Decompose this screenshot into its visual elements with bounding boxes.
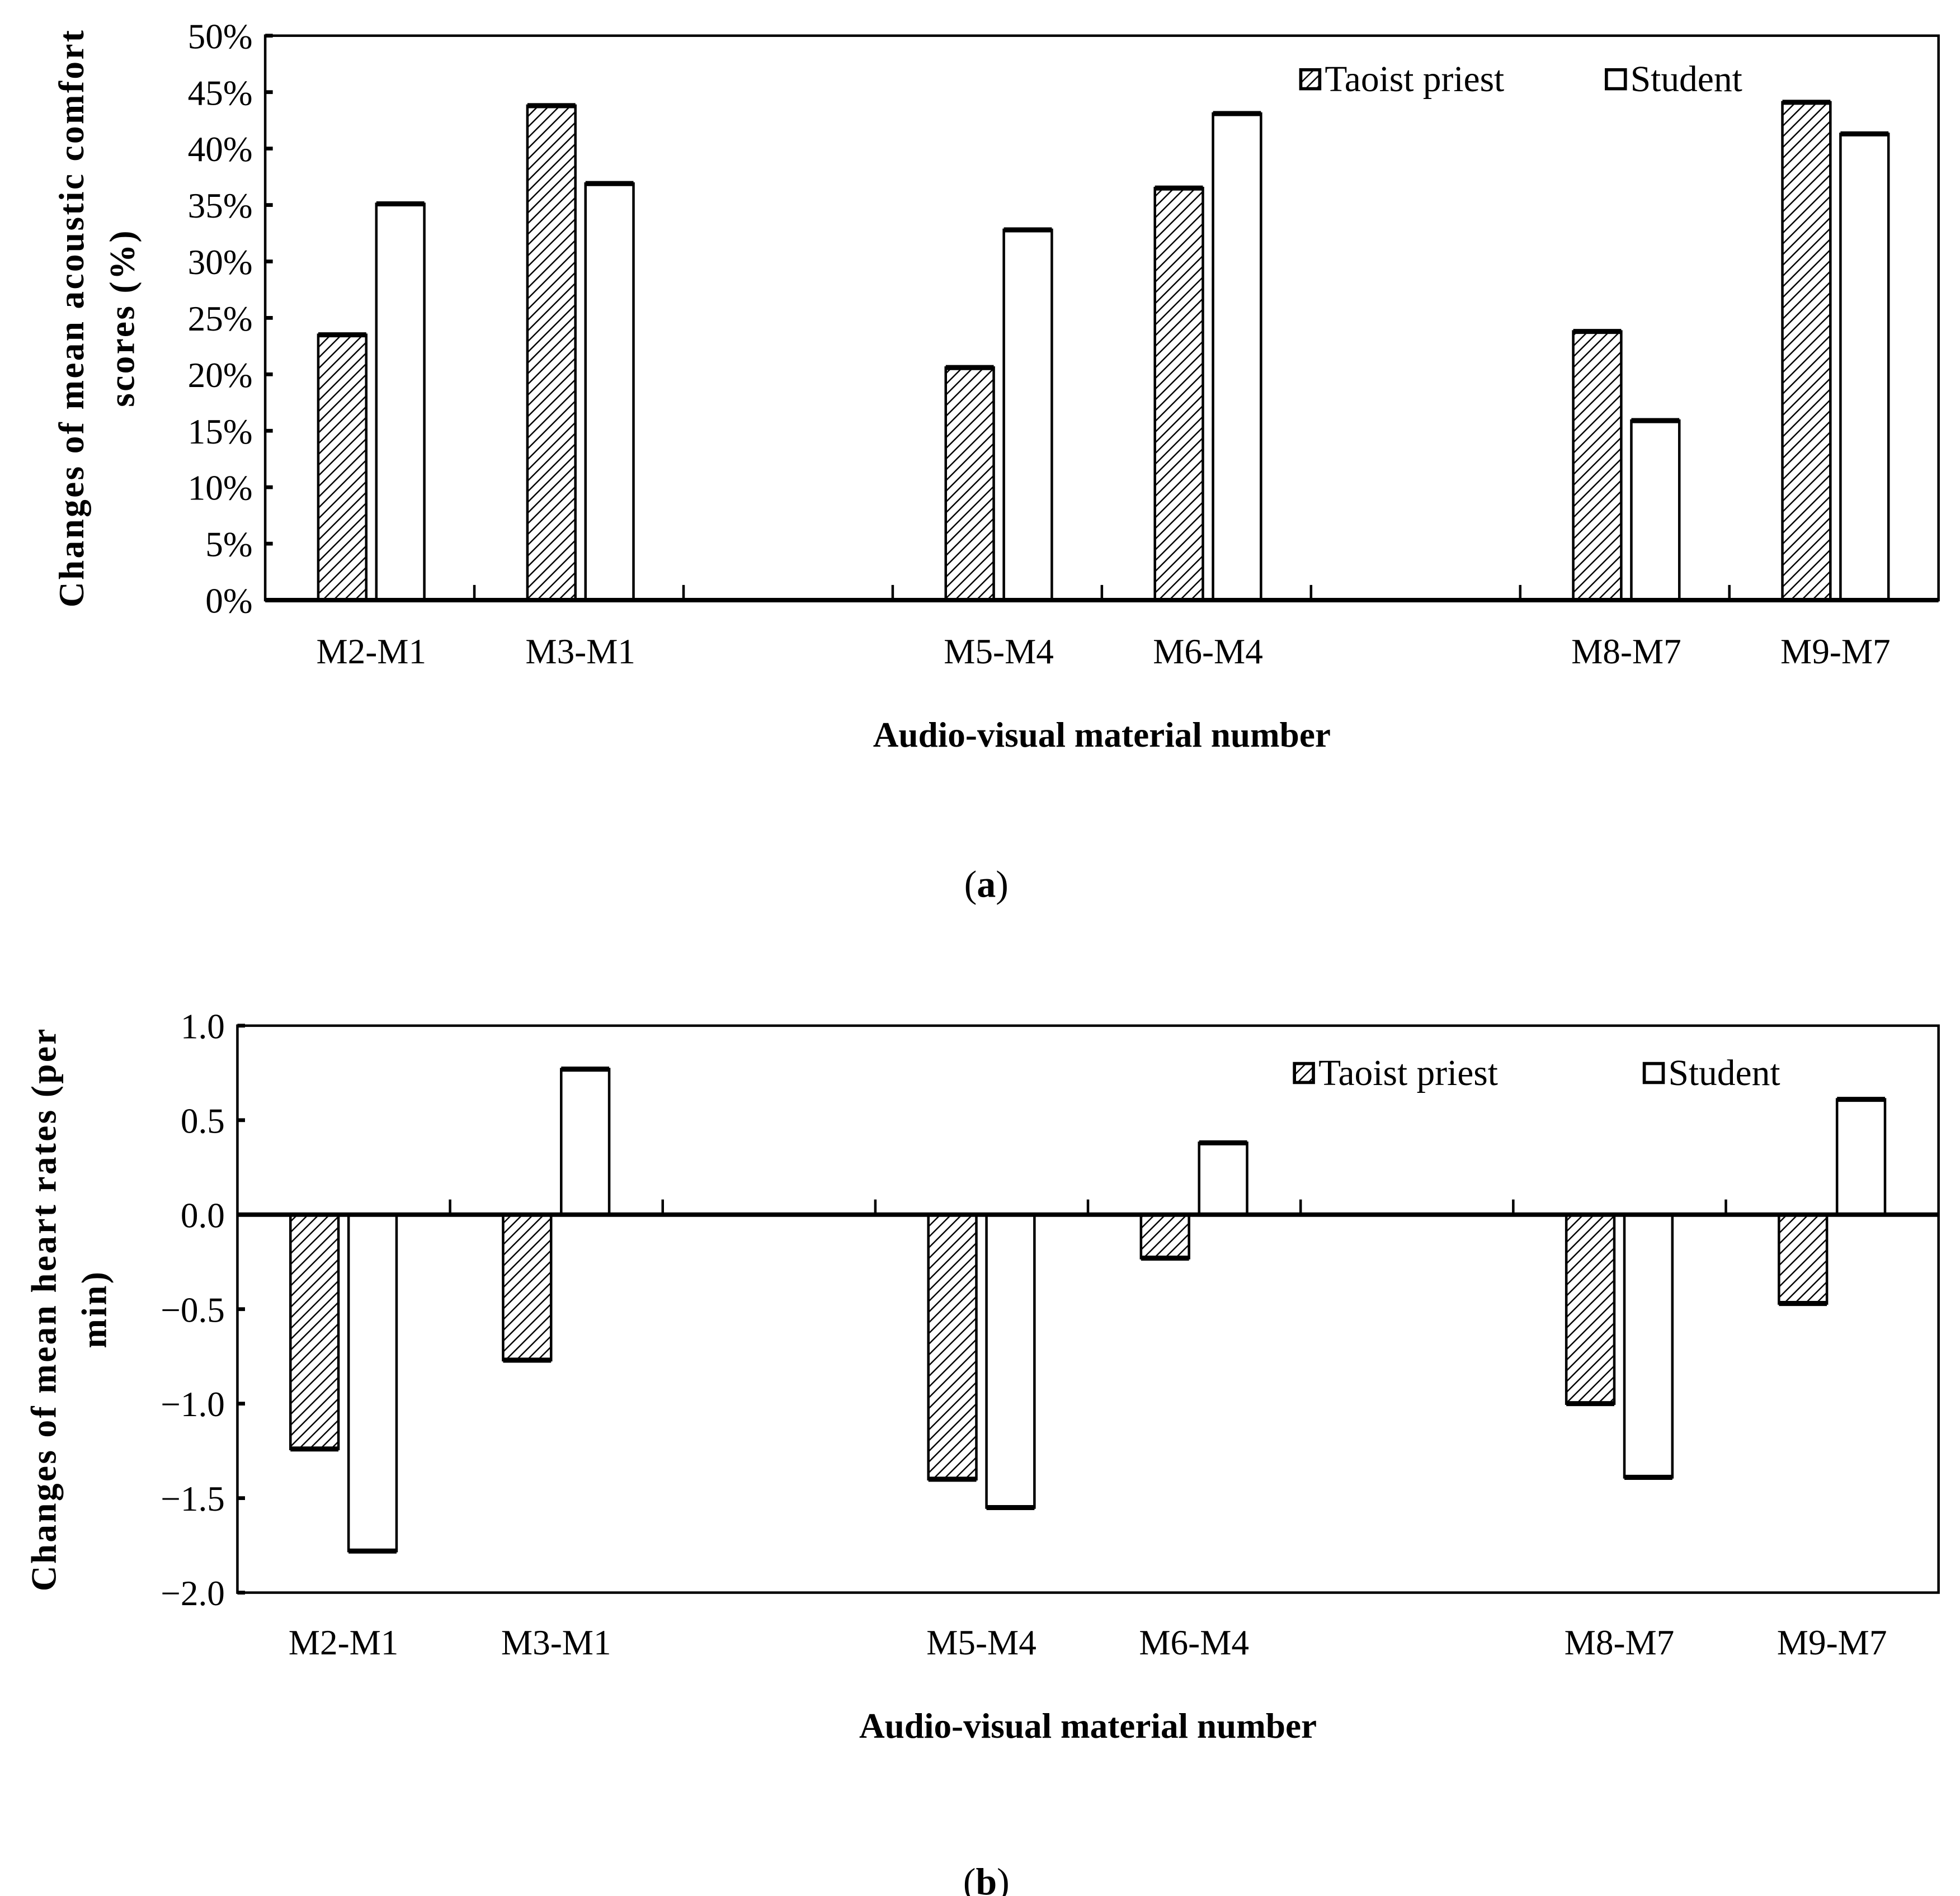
y-axis-label: scores (%) (102, 229, 142, 407)
y-tick-label: 20% (188, 356, 253, 395)
x-tick-label: M8-M7 (1565, 1623, 1675, 1662)
figure-caption: (b) (963, 1861, 1010, 1896)
x-tick-label: M2-M1 (316, 632, 426, 671)
bar-student (1198, 1142, 1248, 1216)
y-tick-label: 35% (188, 186, 253, 225)
bar-taoist (1565, 1213, 1616, 1405)
y-tick-label: 25% (188, 299, 253, 338)
bar-student (1623, 1213, 1674, 1479)
bar-student (1630, 419, 1681, 602)
bar-taoist (502, 1213, 553, 1362)
bar-taoist (1781, 101, 1832, 602)
legend-label: Student (1631, 59, 1742, 100)
y-tick-label: 1.0 (181, 1007, 225, 1046)
bar-student (1002, 228, 1053, 602)
bar-student (584, 182, 635, 602)
legend-label: Taoist priest (1318, 1053, 1498, 1093)
bar-taoist (317, 333, 368, 602)
bar-student (347, 1213, 398, 1553)
y-tick-label: 15% (188, 412, 253, 451)
y-tick-label: 0% (205, 582, 252, 621)
x-tick-label: M9-M7 (1780, 632, 1891, 671)
y-tick-label: −2.0 (161, 1574, 225, 1613)
y-tick-label: −1.0 (161, 1385, 225, 1424)
legend-swatch (1642, 1062, 1665, 1084)
x-tick-label: M2-M1 (289, 1623, 399, 1662)
bar-student (1212, 112, 1262, 602)
bar-taoist (1778, 1213, 1829, 1305)
legend-swatch (1299, 68, 1322, 91)
x-tick-label: M3-M1 (501, 1623, 611, 1662)
chart-b: −2.0 −1.5 −1.0 −0.5 0.0 0.5 1.0 M2-M1 M3-M1 M5-M4… (24, 1007, 1940, 1896)
bar-student (985, 1213, 1036, 1509)
y-axis-label: Changes of mean heart rates (per (24, 1027, 63, 1591)
bar-student (1839, 133, 1890, 602)
x-tick-label: M6-M4 (1153, 632, 1263, 671)
plot-frame (263, 34, 1940, 602)
y-tick-label: 30% (188, 243, 253, 282)
y-tick-label: −0.5 (161, 1290, 225, 1329)
y-tick-label: 5% (205, 525, 252, 564)
bar-student (375, 202, 426, 602)
bar-taoist (1153, 187, 1204, 602)
figure-caption: (a) (964, 864, 1009, 905)
bar-taoist (1572, 330, 1623, 602)
y-tick-label: 50% (188, 17, 253, 56)
bar-taoist (944, 366, 995, 602)
y-tick-label: −1.5 (161, 1479, 225, 1518)
bar-taoist (526, 104, 577, 602)
legend-swatch (1293, 1062, 1315, 1084)
y-tick-label: 0.5 (181, 1101, 225, 1140)
x-axis-label: Audio-visual material number (873, 715, 1331, 754)
y-tick-label: 40% (188, 130, 253, 169)
x-tick-label: M9-M7 (1777, 1623, 1887, 1662)
legend-label: Taoist priest (1325, 59, 1504, 100)
legend-swatch (1605, 68, 1627, 91)
y-tick-label: 10% (188, 469, 253, 508)
x-tick-label: M6-M4 (1139, 1623, 1249, 1662)
chart-a: 0% 5% 10% 15% 20% 25% 30% 35% 40% 45% 50% M2-M1 M3-M… (52, 17, 1940, 905)
plot-frame (236, 1024, 1940, 1594)
x-tick-label: M3-M1 (525, 632, 635, 671)
x-tick-label: M5-M4 (944, 632, 1054, 671)
x-tick-label: M5-M4 (926, 1623, 1036, 1662)
bar-student (1835, 1098, 1887, 1216)
y-axis-label: Changes of mean acoustic comfort (52, 29, 91, 607)
bar-taoist (927, 1213, 978, 1481)
y-tick-label: 0.0 (181, 1196, 225, 1235)
bar-taoist (1139, 1213, 1190, 1260)
bar-student (560, 1068, 611, 1216)
legend-label: Student (1668, 1053, 1780, 1093)
x-tick-label: M8-M7 (1571, 632, 1681, 671)
bar-taoist (289, 1213, 340, 1451)
x-axis-label: Audio-visual material number (859, 1706, 1317, 1746)
y-tick-label: 45% (188, 73, 253, 112)
y-axis-label: min) (75, 1270, 114, 1348)
